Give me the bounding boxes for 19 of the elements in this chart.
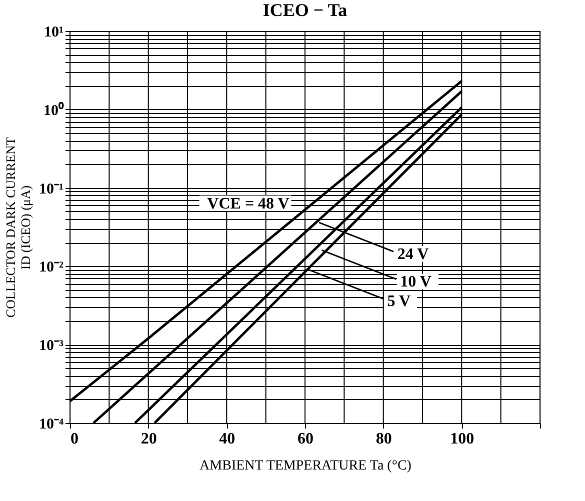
x-tick-label: 60	[298, 430, 314, 448]
x-axis-title: AMBIENT TEMPERATURE Ta (°C)	[200, 458, 412, 474]
y-tick-label: 10⁻²	[39, 260, 64, 276]
y-axis-title: COLLECTOR DARK CURRENT ID (ICEO) (μA)	[3, 137, 34, 318]
y-tick-label: 10⁻⁴	[39, 416, 64, 432]
y-tick-label: 10⁻¹	[39, 181, 64, 198]
y-tick-label: 10⁻³	[39, 338, 64, 354]
x-tick-label: 20	[140, 430, 157, 448]
annotation: 5 V	[387, 293, 411, 310]
annotation: VCE = 48 V	[207, 195, 290, 212]
x-tick-label: 100	[450, 430, 474, 448]
x-tick-label: 80	[376, 430, 392, 448]
annotation: 24 V	[397, 246, 430, 263]
y-tick-label: 10⁰	[44, 100, 64, 119]
x-tick-label: 0	[70, 430, 78, 448]
chart-title: ICEO − Ta	[262, 0, 348, 20]
annotation: 10 V	[400, 274, 432, 291]
y-tick-label: 10¹	[44, 24, 64, 40]
x-tick-label: 40	[219, 430, 236, 448]
